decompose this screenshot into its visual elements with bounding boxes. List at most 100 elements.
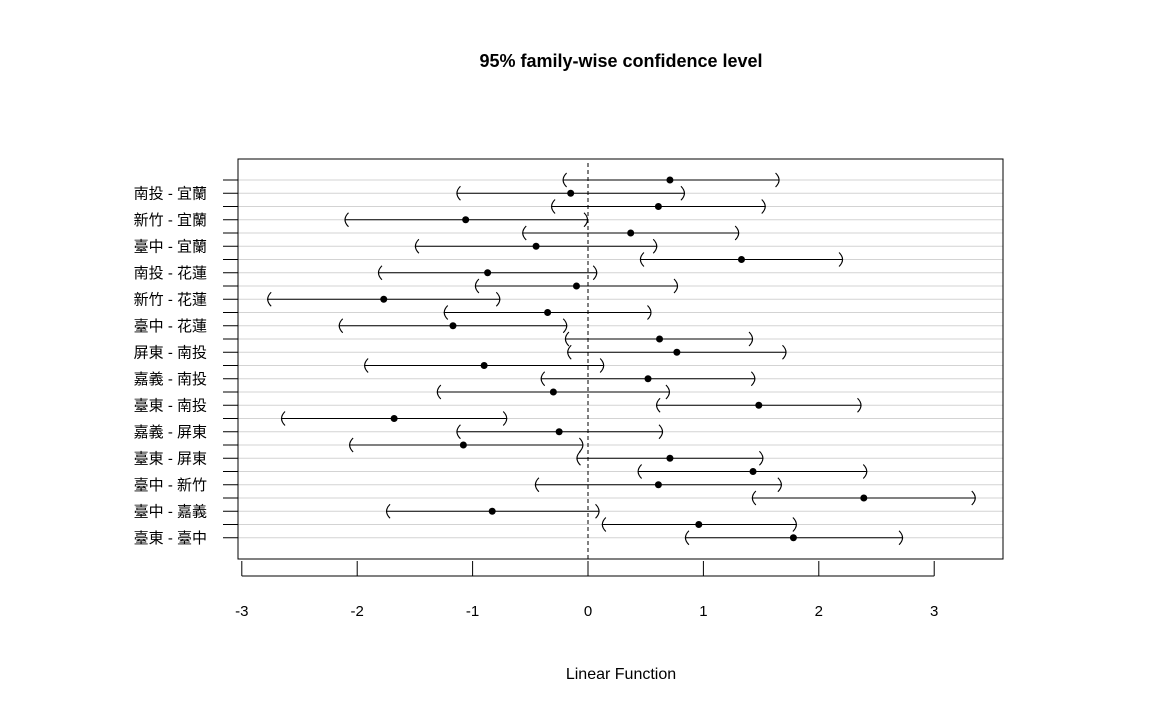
estimate-point — [749, 468, 757, 475]
lower-bound-bracket — [562, 172, 568, 188]
upper-bound-bracket — [782, 344, 787, 360]
estimate-point — [488, 507, 496, 515]
lower-bound-bracket — [540, 371, 546, 387]
lower-bound-bracket — [386, 503, 391, 519]
y-tick-label: 臺東 - 南投 — [134, 397, 207, 414]
upper-bound-bracket — [680, 185, 685, 201]
estimate-point — [449, 322, 457, 330]
upper-bound-bracket — [838, 252, 844, 267]
lower-bound-bracket — [567, 344, 572, 360]
lower-bound-bracket — [414, 238, 420, 254]
lower-bound-bracket — [267, 291, 272, 307]
estimate-point — [695, 521, 703, 528]
upper-bound-bracket — [583, 212, 589, 228]
lower-bound-bracket — [564, 331, 570, 347]
y-tick-label: 南投 - 花蓮 — [134, 265, 207, 282]
upper-bound-bracket — [792, 517, 797, 532]
estimate-point — [544, 309, 552, 316]
upper-bound-bracket — [775, 172, 780, 188]
x-tick-label: -2 — [351, 603, 364, 620]
upper-bound-bracket — [562, 318, 568, 334]
upper-bound-bracket — [652, 238, 658, 254]
upper-bound-bracket — [857, 397, 862, 413]
estimate-point — [532, 242, 540, 250]
upper-bound-bracket — [658, 424, 664, 440]
estimate-point — [789, 534, 797, 542]
upper-bound-bracket — [595, 503, 600, 519]
y-tick-label: 新竹 - 花蓮 — [134, 291, 207, 308]
estimate-point — [484, 269, 492, 277]
upper-bound-bracket — [592, 265, 598, 281]
estimate-point — [567, 189, 575, 197]
estimate-point — [459, 441, 467, 449]
estimate-point — [555, 428, 563, 436]
upper-bound-bracket — [759, 450, 764, 466]
estimate-point — [654, 203, 662, 210]
estimate-point — [627, 229, 635, 237]
gridlines — [238, 179, 1003, 539]
upper-bound-bracket — [750, 371, 756, 387]
estimate-point — [666, 176, 674, 184]
upper-bound-bracket — [502, 411, 508, 426]
lower-bound-bracket — [522, 225, 527, 241]
upper-bound-bracket — [599, 358, 605, 373]
upper-bound-bracket — [673, 278, 679, 294]
estimate-point — [737, 256, 745, 263]
estimate-point — [644, 375, 652, 383]
lower-bound-bracket — [456, 185, 461, 201]
upper-bound-bracket — [665, 384, 670, 400]
x-axis-label: Linear Function — [566, 666, 676, 683]
x-tick-label: 1 — [699, 603, 707, 620]
lower-bound-bracket — [436, 384, 442, 400]
lower-bound-bracket — [349, 437, 354, 453]
estimate-point — [755, 401, 763, 409]
upper-bound-bracket — [578, 437, 584, 453]
lower-bound-bracket — [344, 212, 349, 228]
lower-bound-bracket — [601, 517, 607, 532]
estimate-point — [654, 481, 662, 489]
upper-bound-bracket — [898, 530, 904, 546]
upper-bound-bracket — [647, 305, 652, 320]
y-tick-label: 臺東 - 臺中 — [134, 530, 207, 547]
chart-title: 95% family-wise confidence level — [479, 51, 762, 71]
y-tick-label: 臺中 - 新竹 — [134, 477, 207, 494]
upper-bound-bracket — [971, 490, 976, 506]
y-tick-label: 臺中 - 花蓮 — [134, 318, 207, 335]
x-tick-label: 0 — [584, 603, 592, 620]
lower-bound-bracket — [534, 477, 540, 493]
plot-frame — [237, 158, 1004, 560]
estimate-point — [480, 362, 488, 369]
lower-bound-bracket — [576, 450, 581, 466]
lower-bound-bracket — [280, 411, 286, 426]
lower-bound-bracket — [751, 490, 757, 506]
lower-bound-bracket — [639, 252, 645, 267]
x-tick-label: 2 — [815, 603, 823, 620]
y-tick-label: 嘉義 - 屏東 — [134, 424, 207, 441]
y-tick-label: 嘉義 - 南投 — [134, 371, 207, 388]
x-axis: -3 -2 -1 0 1 2 3 — [235, 561, 938, 620]
lower-bound-bracket — [338, 318, 344, 334]
estimate-point — [860, 494, 868, 502]
estimate-point — [380, 295, 388, 303]
upper-bound-bracket — [777, 477, 782, 493]
estimate-point — [673, 348, 681, 356]
y-tick-label: 臺東 - 屏東 — [134, 450, 207, 467]
upper-bound-bracket — [734, 225, 740, 241]
estimate-point — [390, 415, 398, 422]
upper-bound-bracket — [761, 199, 766, 214]
x-tick-label: -3 — [235, 603, 248, 620]
lower-bound-bracket — [474, 278, 480, 294]
lower-bound-bracket — [551, 199, 556, 214]
lower-bound-bracket — [364, 358, 369, 373]
lower-bound-bracket — [637, 464, 643, 479]
lower-bound-bracket — [656, 397, 661, 413]
upper-bound-bracket — [748, 331, 754, 347]
estimate-point — [549, 388, 557, 396]
y-tick-label: 南投 - 宜蘭 — [134, 185, 207, 202]
y-tick-label: 新竹 - 宜蘭 — [134, 212, 207, 229]
x-tick-label: -1 — [466, 603, 479, 620]
estimate-point — [656, 335, 664, 343]
estimate-point — [666, 454, 674, 462]
